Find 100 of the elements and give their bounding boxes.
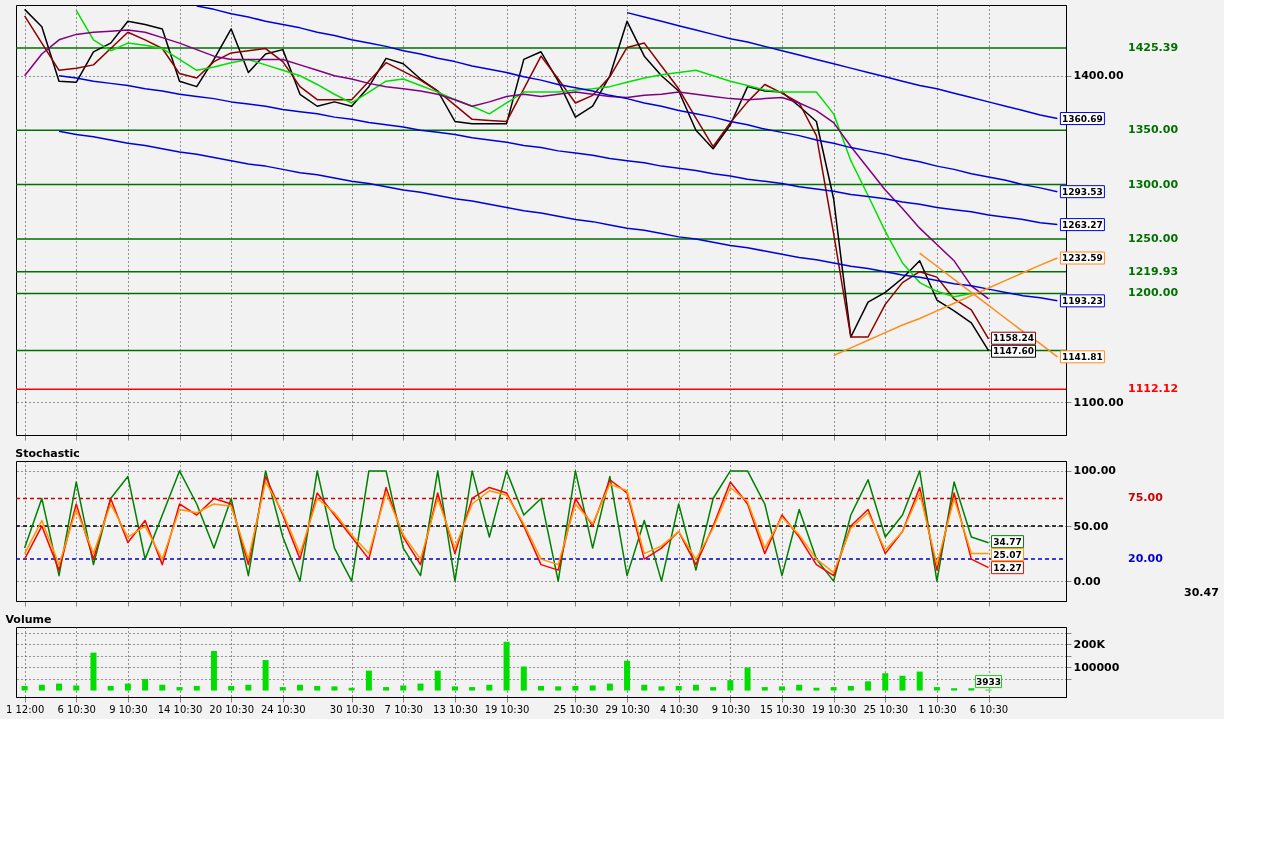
data-label: 1263.27: [1061, 219, 1103, 230]
line-series: [195, 5, 1059, 193]
x-tick-label: 1 12:00: [5, 703, 45, 715]
bar: [245, 684, 252, 691]
bar: [520, 666, 527, 691]
line-series: [58, 75, 1059, 226]
bar: [641, 684, 648, 691]
x-tick-label: 9 10:30: [711, 703, 751, 715]
bar: [176, 687, 183, 691]
x-tick-label: 15 10:30: [760, 703, 805, 715]
data-label: 1232.59: [1061, 253, 1103, 263]
x-tick-label: 25 10:30: [553, 703, 599, 715]
line-series: [58, 130, 1059, 302]
x-tick-label: 20 10:30: [209, 703, 255, 715]
ref-line-label: 1219.93: [1128, 264, 1179, 278]
line-series: [626, 11, 1059, 120]
bar: [90, 652, 97, 691]
chart-title: Stochastic: [15, 447, 80, 460]
bar: [538, 685, 544, 691]
bar: [417, 683, 424, 691]
line-series: [832, 257, 1059, 357]
ref-line-label: 75.00: [1128, 491, 1164, 505]
bar: [348, 687, 355, 691]
bar: [210, 651, 217, 691]
bar: [451, 686, 458, 691]
bar: [486, 684, 493, 691]
y-tick-label: 0.00: [1073, 574, 1101, 588]
bar: [365, 670, 372, 691]
bar: [899, 675, 906, 691]
data-label: 1193.23: [1061, 295, 1103, 306]
data-label: 1360.69: [1061, 113, 1103, 124]
data-label: 1141.81: [1061, 351, 1103, 362]
bar: [107, 685, 114, 691]
data-label: 12.27: [993, 562, 1022, 573]
y-tick-label: 100.00: [1073, 464, 1117, 478]
x-tick-label: 25 10:30: [863, 703, 909, 715]
bar: [503, 641, 510, 691]
bar: [951, 688, 958, 691]
bar: [124, 683, 131, 691]
bar: [710, 687, 717, 691]
x-tick-label: 24 10:30: [260, 703, 306, 715]
y-tick-label: 1400.00: [1073, 69, 1124, 83]
bar: [314, 685, 321, 691]
x-tick-label: 29 10:30: [605, 703, 650, 715]
y-tick-label: 200K: [1073, 637, 1106, 651]
x-tick-label: 6 10:30: [57, 703, 96, 715]
bar: [761, 687, 768, 691]
bar: [916, 671, 923, 691]
ref-line-label: 1200.00: [1128, 286, 1179, 300]
bar: [830, 687, 837, 691]
bar: [73, 685, 80, 691]
bar: [675, 685, 682, 691]
x-tick-label: 6 10:30: [969, 703, 1009, 715]
ref-line-label: 1350.00: [1128, 123, 1179, 137]
bar: [727, 680, 734, 691]
bar: [796, 684, 803, 691]
ref-line-label: 1425.39: [1128, 41, 1179, 55]
bar: [589, 685, 596, 691]
bar: [297, 684, 304, 691]
bar: [847, 685, 854, 691]
bar: [193, 685, 200, 691]
bar: [56, 683, 63, 691]
y-tick-label: 50.00: [1073, 519, 1109, 533]
bar: [933, 687, 940, 691]
bar: [865, 681, 872, 691]
data-label: 1293.53: [1061, 186, 1103, 197]
bar: [778, 686, 785, 691]
x-tick-label: 13 10:30: [433, 703, 478, 715]
bar: [383, 687, 390, 691]
x-tick-label: 1 10:30: [918, 703, 957, 715]
x-tick-label: 7 10:30: [384, 703, 423, 715]
bar: [606, 683, 613, 691]
bar: [21, 685, 28, 691]
x-tick-label: 19 10:30: [484, 703, 530, 715]
y-tick-label: 100000: [1073, 660, 1120, 674]
data-label: 3933: [976, 676, 1002, 687]
x-tick-label: 14 10:30: [157, 703, 203, 715]
x-tick-label: 19 10:30: [811, 703, 857, 715]
bar: [813, 687, 820, 691]
bar: [572, 685, 579, 691]
y-tick-label: 1100.00: [1073, 395, 1124, 409]
data-label: 34.77: [993, 536, 1022, 547]
bar: [624, 660, 631, 691]
ref-line-label: 1250.00: [1128, 232, 1179, 246]
x-tick-label: 9 10:30: [109, 703, 148, 715]
bar: [469, 687, 476, 691]
chart-title: Volume: [5, 613, 52, 626]
ref-line-label: 1112.12: [1128, 382, 1179, 396]
bar: [159, 684, 166, 691]
ref-line-label: 20.00: [1128, 552, 1164, 566]
bar: [968, 688, 975, 691]
bar: [142, 678, 149, 691]
data-label: 1147.60: [993, 346, 1035, 357]
data-label: 25.07: [993, 549, 1022, 560]
bar: [228, 685, 235, 691]
bar: [279, 687, 286, 691]
bar: [692, 684, 699, 691]
bar: [882, 673, 889, 691]
bar: [400, 685, 407, 691]
bar: [744, 667, 751, 691]
